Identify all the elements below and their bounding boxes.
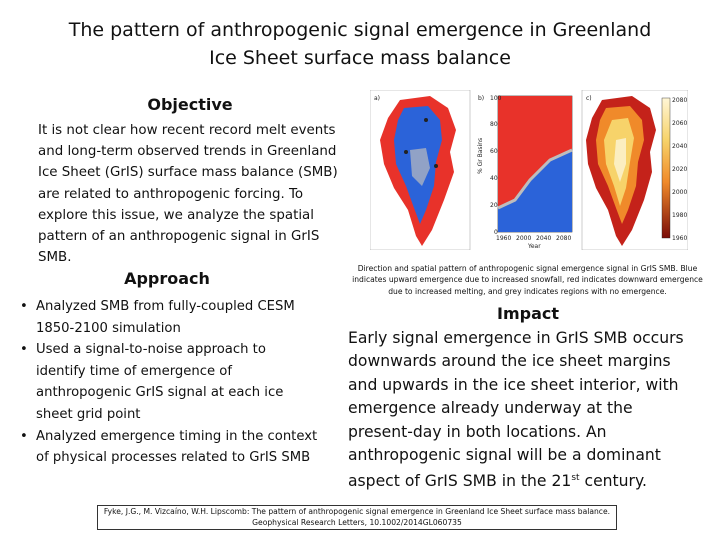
cbar-tick: 2000 <box>672 189 687 196</box>
b-ytick: 60 <box>490 148 498 155</box>
b-xlabel: Year <box>527 243 541 250</box>
b-xtick: 2000 <box>516 235 531 242</box>
panel-b-plot: % Gr Basins 100 80 60 40 20 0 1960 2000 … <box>474 90 578 250</box>
page-title: The pattern of anthropogenic signal emer… <box>68 19 652 69</box>
approach-bullet: Used a signal-to-noise approach to ident… <box>18 339 318 425</box>
approach-bullet: Analyzed SMB from fully-coupled CESM 185… <box>18 296 318 339</box>
impact-body: Early signal emergence in GrIS SMB occur… <box>348 329 684 491</box>
b-ytick: 100 <box>490 95 502 102</box>
panel-a-map: a) <box>370 90 471 250</box>
b-ytick: 20 <box>490 202 498 209</box>
impact-body-end: century. <box>579 472 647 491</box>
impact-text: Early signal emergence in GrIS SMB occur… <box>348 327 700 494</box>
grey-zone-a <box>410 148 430 186</box>
panel-label-a: a) <box>374 95 380 102</box>
objective-heading: Objective <box>147 95 233 114</box>
cbar-tick: 2040 <box>672 143 687 150</box>
panel-c-map: 2080 2060 2040 2020 2000 1980 1960 c) <box>581 90 688 250</box>
cbar-tick: 2080 <box>672 97 687 104</box>
panel-label-b: b) <box>478 95 484 102</box>
cbar-tick: 1960 <box>672 235 687 242</box>
colorbar <box>661 97 671 239</box>
objective-text: It is not clear how recent record melt e… <box>38 123 338 266</box>
cbar-tick: 1980 <box>672 212 687 219</box>
b-xtick: 2080 <box>556 235 571 242</box>
citation-box: Fyke, J.G., M. Vizcaíno, W.H. Lipscomb: … <box>97 505 617 531</box>
b-xtick: 1960 <box>496 235 511 242</box>
upward-area <box>498 150 572 232</box>
b-xtick: 2040 <box>536 235 551 242</box>
b-ytick: 0 <box>494 229 498 236</box>
b-ylabel: % Gr Basins <box>477 138 484 174</box>
b-ytick: 80 <box>490 121 498 128</box>
cbar-tick: 2020 <box>672 166 687 173</box>
approach-list: Analyzed SMB from fully-coupled CESM 185… <box>18 296 318 469</box>
impact-heading: Impact <box>496 304 559 323</box>
panel-label-c: c) <box>586 95 592 102</box>
approach-bullet: Analyzed emergence timing in the context… <box>18 426 318 469</box>
downward-area <box>498 96 572 208</box>
approach-heading: Approach <box>124 269 210 288</box>
impact-superscript: st <box>571 473 580 484</box>
cbar-tick: 2060 <box>672 120 687 127</box>
figure-caption: Direction and spatial pattern of anthrop… <box>352 264 703 296</box>
emergence-figure: a) % Gr Basins 100 80 60 40 20 0 1960 20… <box>370 90 688 250</box>
b-ytick: 40 <box>490 175 498 182</box>
